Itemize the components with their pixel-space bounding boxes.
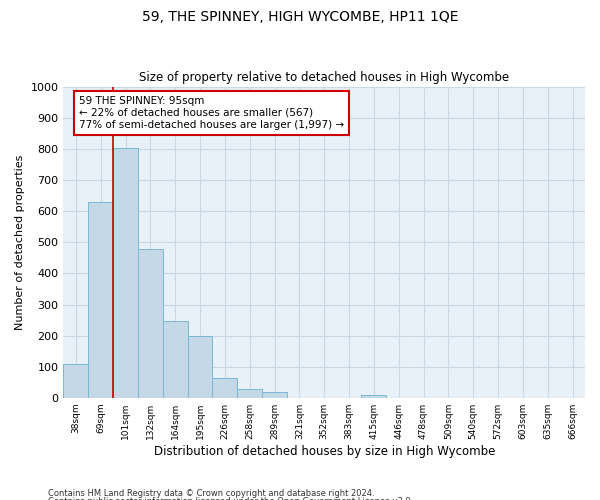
Y-axis label: Number of detached properties: Number of detached properties xyxy=(15,154,25,330)
Text: Contains HM Land Registry data © Crown copyright and database right 2024.: Contains HM Land Registry data © Crown c… xyxy=(48,488,374,498)
Bar xyxy=(138,248,163,398)
Bar xyxy=(113,148,138,398)
X-axis label: Distribution of detached houses by size in High Wycombe: Distribution of detached houses by size … xyxy=(154,444,495,458)
Bar xyxy=(188,336,212,398)
Bar xyxy=(262,392,287,398)
Bar xyxy=(163,320,188,398)
Bar xyxy=(64,364,88,398)
Text: 59 THE SPINNEY: 95sqm
← 22% of detached houses are smaller (567)
77% of semi-det: 59 THE SPINNEY: 95sqm ← 22% of detached … xyxy=(79,96,344,130)
Text: Contains public sector information licensed under the Open Government Licence v3: Contains public sector information licen… xyxy=(48,497,413,500)
Text: 59, THE SPINNEY, HIGH WYCOMBE, HP11 1QE: 59, THE SPINNEY, HIGH WYCOMBE, HP11 1QE xyxy=(142,10,458,24)
Bar xyxy=(237,389,262,398)
Bar xyxy=(212,378,237,398)
Title: Size of property relative to detached houses in High Wycombe: Size of property relative to detached ho… xyxy=(139,72,509,85)
Bar xyxy=(88,202,113,398)
Bar xyxy=(361,394,386,398)
